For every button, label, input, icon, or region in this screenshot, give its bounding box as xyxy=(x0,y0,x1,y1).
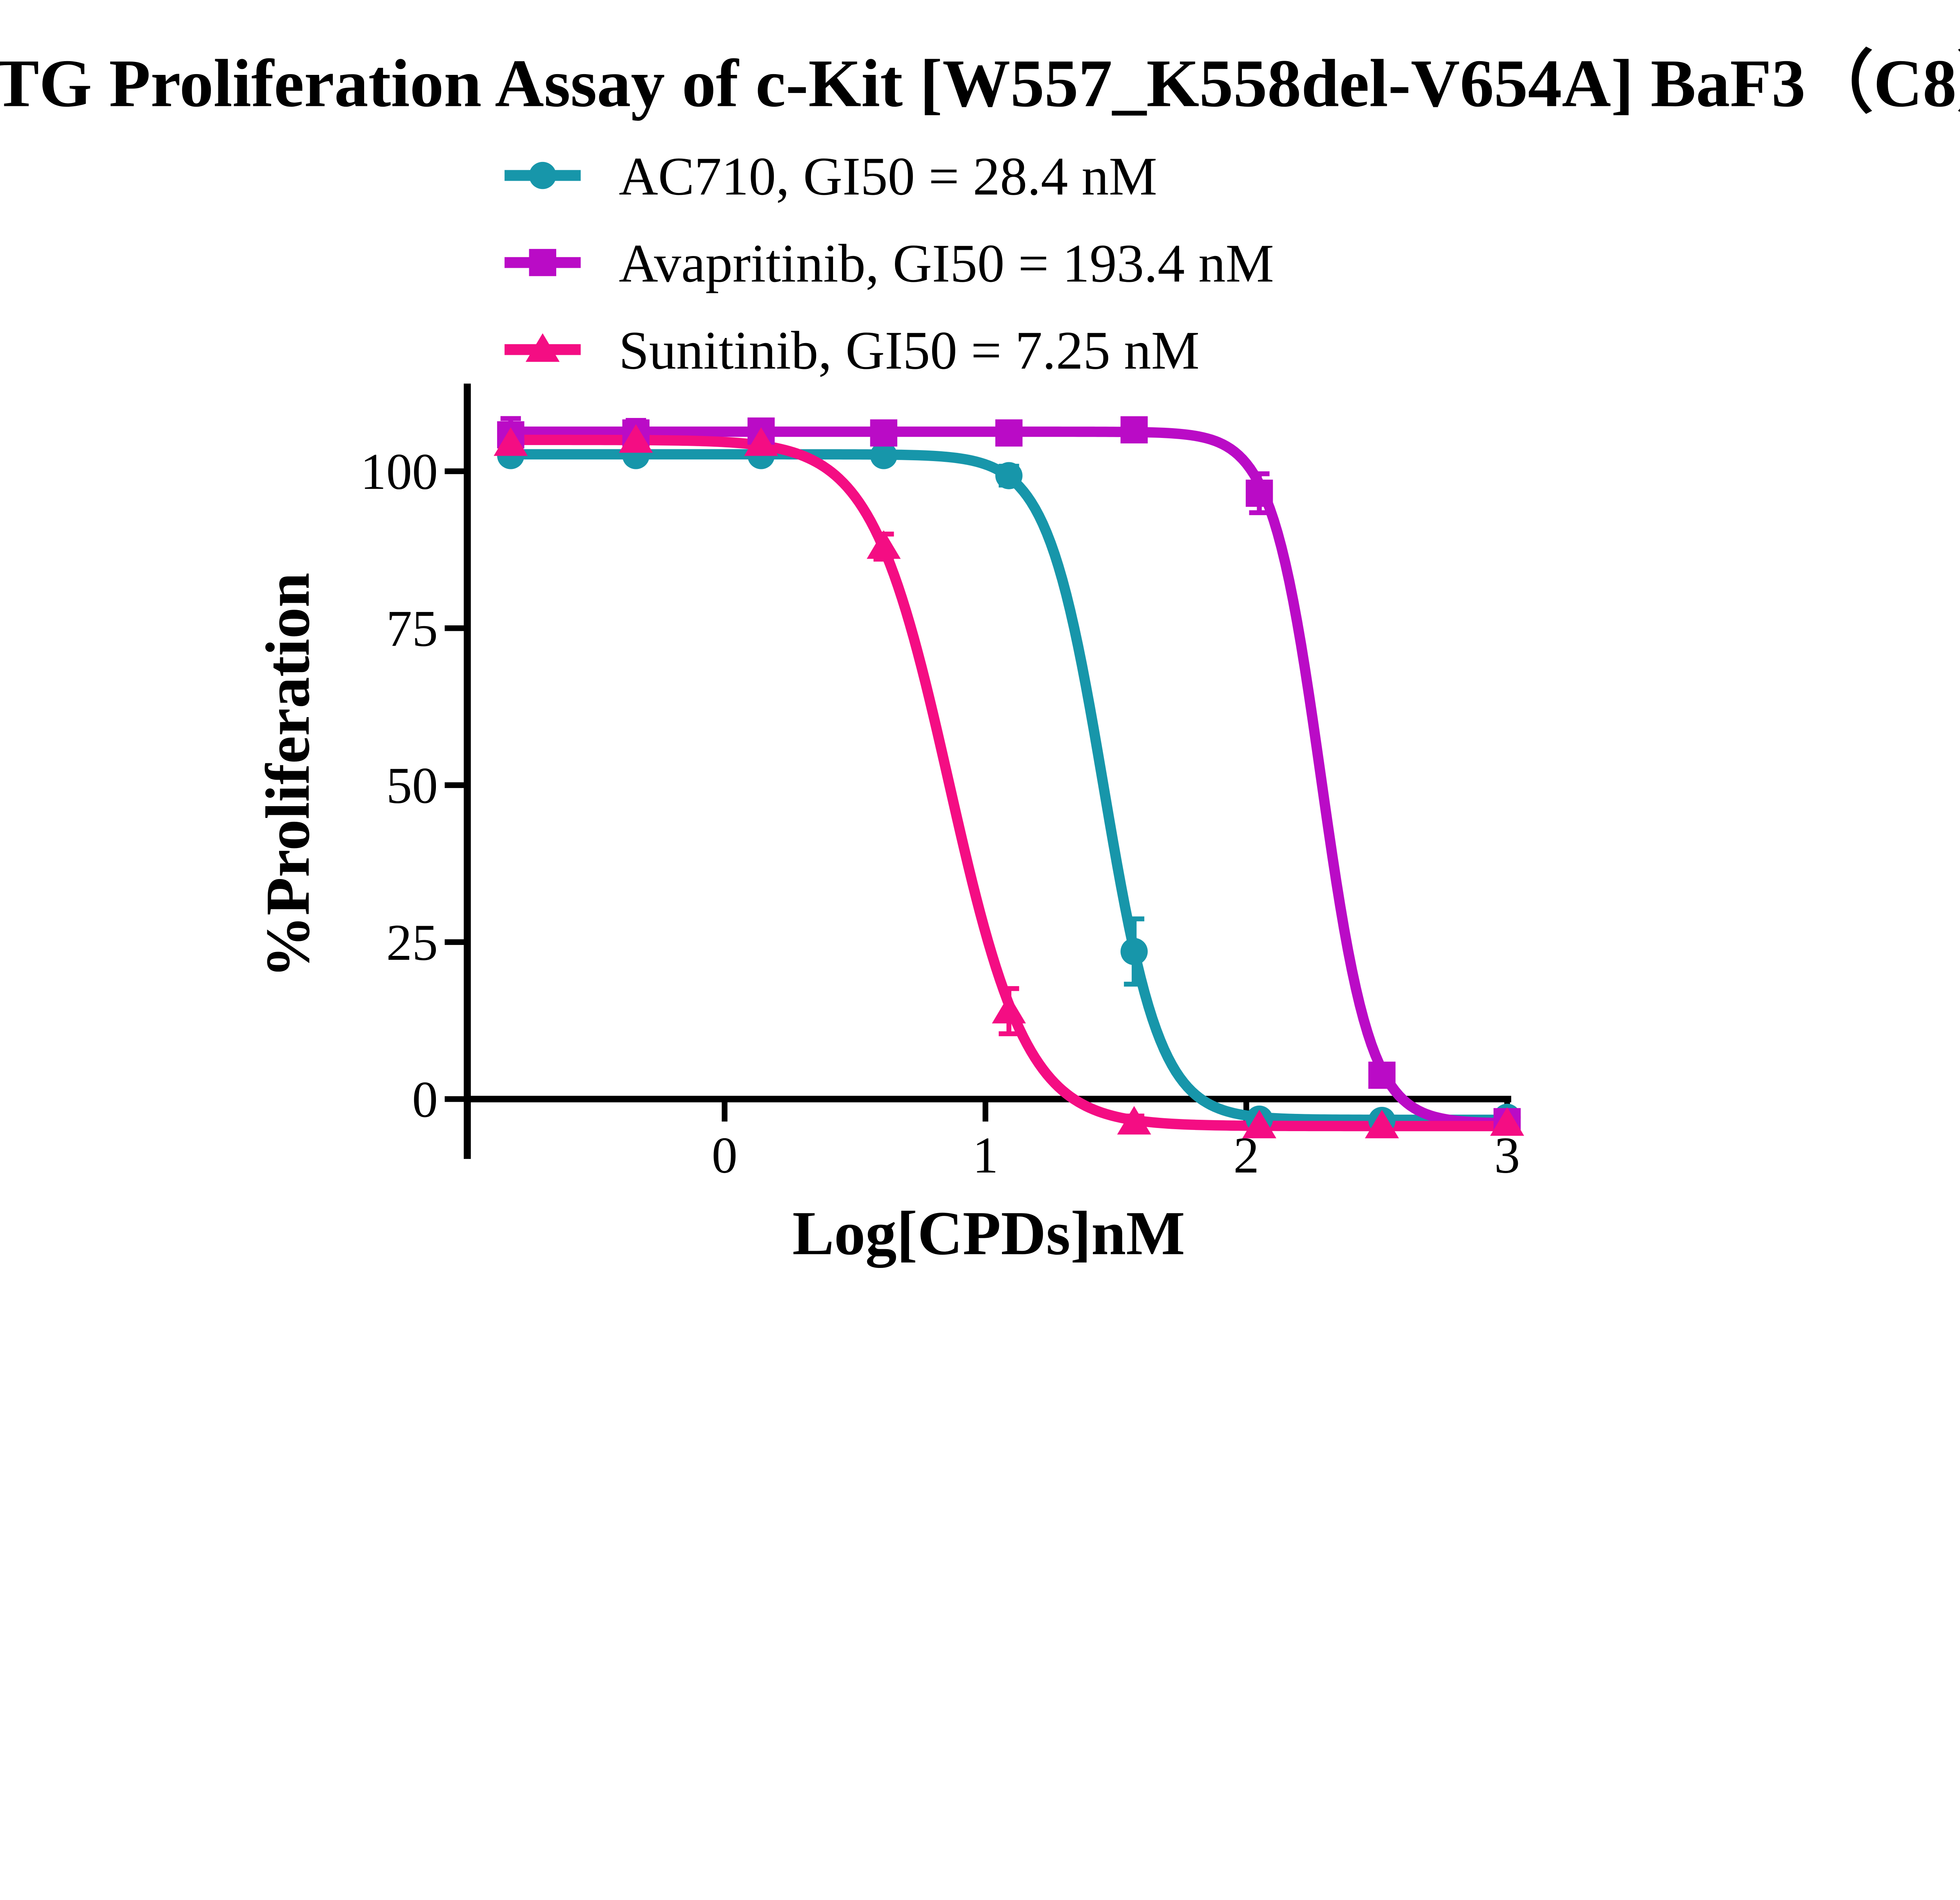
data-points xyxy=(494,416,1524,1139)
legend-marker-avapritinib xyxy=(505,249,581,276)
chart-title: CTG Proliferation Assay of c-Kit [W557_K… xyxy=(0,45,1960,121)
x-tick-label-1: 1 xyxy=(973,1127,998,1184)
y-tick-marks xyxy=(445,468,464,1102)
dose-response-chart: CTG Proliferation Assay of c-Kit [W557_K… xyxy=(0,45,1960,1268)
data-point-avapritinib xyxy=(870,419,898,447)
data-point-sunitinib xyxy=(1365,1110,1399,1139)
legend-marker-ac710 xyxy=(505,162,581,189)
legend-label-ac710: AC710, GI50 = 28.4 nM xyxy=(619,146,1157,207)
data-point-sunitinib xyxy=(1490,1107,1524,1136)
x-tick-label-0: 0 xyxy=(712,1127,738,1184)
data-point-sunitinib xyxy=(1242,1110,1276,1139)
data-point-avapritinib xyxy=(1245,480,1273,507)
data-point-sunitinib xyxy=(744,427,778,456)
legend-symbol-circle-icon xyxy=(529,162,556,189)
data-point-ac710 xyxy=(870,442,898,469)
chart-page: CTG Proliferation Assay of c-Kit [W557_K… xyxy=(0,45,1960,1268)
data-point-avapritinib xyxy=(995,419,1023,447)
y-tick-label-0: 0 xyxy=(412,1071,438,1128)
data-point-sunitinib xyxy=(619,424,653,453)
legend-label-avapritinib: Avapritinib, GI50 = 193.4 nM xyxy=(619,233,1274,294)
x-tick-labels: 0 1 2 3 xyxy=(712,1127,1520,1184)
legend-label-sunitinib: Sunitinib, GI50 = 7.25 nM xyxy=(619,320,1200,381)
data-point-sunitinib xyxy=(494,427,528,456)
y-tick-labels: 0 25 50 75 100 xyxy=(360,443,438,1128)
y-tick-label-50: 50 xyxy=(386,757,438,814)
data-point-ac710 xyxy=(995,462,1023,489)
y-tick-label-75: 75 xyxy=(386,600,438,657)
x-axis-title: Log[CPDs]nM xyxy=(792,1199,1185,1268)
x-tick-label-3: 3 xyxy=(1494,1127,1520,1184)
axes xyxy=(445,383,1512,1159)
data-point-ac710 xyxy=(1120,938,1148,965)
legend-symbol-triangle-icon xyxy=(525,333,560,362)
data-point-sunitinib xyxy=(1117,1106,1151,1135)
y-tick-label-100: 100 xyxy=(360,443,438,500)
data-point-sunitinib xyxy=(866,530,901,559)
data-point-sunitinib xyxy=(992,995,1026,1024)
legend-symbol-square-icon xyxy=(529,249,556,276)
legend-glyphs xyxy=(505,162,581,362)
y-tick-label-25: 25 xyxy=(386,914,438,971)
legend-marker-sunitinib xyxy=(505,333,581,362)
data-point-avapritinib xyxy=(1368,1061,1396,1089)
data-point-avapritinib xyxy=(1120,416,1148,443)
y-axis-title: %Proliferation xyxy=(253,572,323,978)
legend: AC710, GI50 = 28.4 nM Avapritinib, GI50 … xyxy=(505,146,1274,381)
